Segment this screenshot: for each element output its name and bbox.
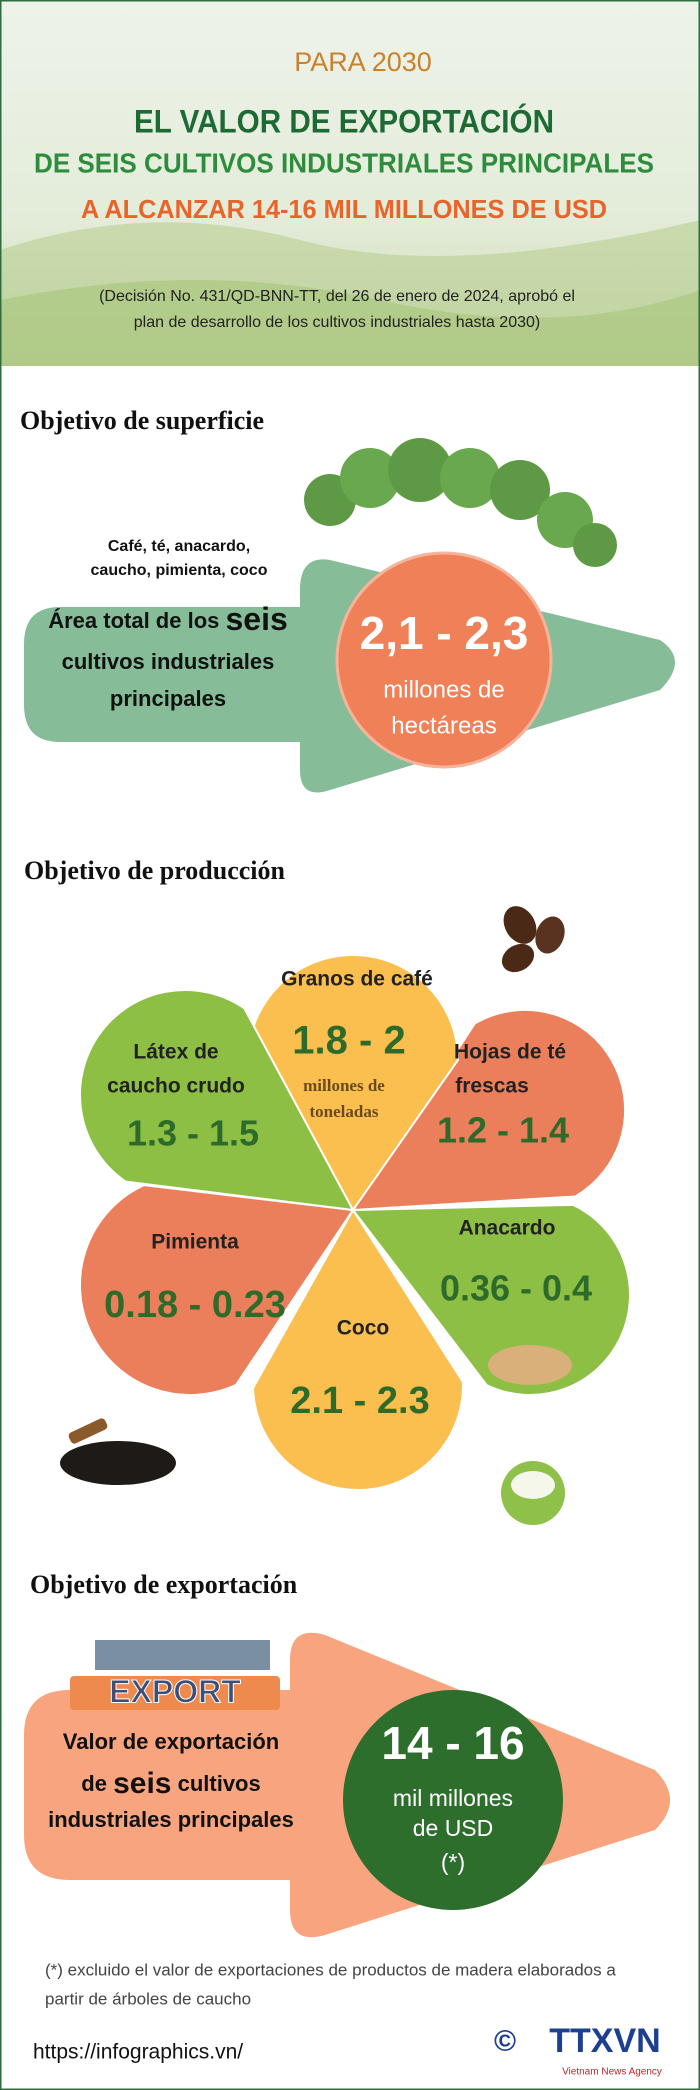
- petal: [351, 1203, 632, 1397]
- crop-value: 2.1 - 2.3: [290, 1380, 429, 1422]
- export-label: de seis cultivos: [81, 1767, 260, 1800]
- crop-name: Coco: [337, 1317, 390, 1340]
- footnote: (*) excluido el valor de exportaciones d…: [45, 1960, 616, 1979]
- bean: [503, 906, 537, 944]
- export-section: Objetivo de exportación EXPORT Valor de …: [24, 1570, 670, 1938]
- coffee-beans: [501, 906, 565, 973]
- export-label: industriales principales: [48, 1807, 294, 1832]
- export-unit: mil millones: [393, 1785, 513, 1811]
- crop-name: Hojas de té: [454, 1041, 566, 1064]
- export-badge: EXPORT: [70, 1640, 280, 1710]
- area-label: principales: [110, 686, 226, 711]
- spoon: [68, 1418, 108, 1444]
- area-value: 2,1 - 2,3: [360, 607, 529, 659]
- tree: [340, 448, 400, 508]
- pepper: [60, 1418, 176, 1485]
- tree: [573, 523, 617, 567]
- kicker: PARA 2030: [294, 47, 432, 77]
- tree: [388, 438, 452, 502]
- badge-bg: [70, 1676, 280, 1710]
- export-label-emphasis: seis: [113, 1767, 171, 1800]
- area-label-emphasis: seis: [226, 601, 288, 637]
- export-label-text: cultivos: [178, 1771, 261, 1796]
- section-title: Objetivo de exportación: [30, 1570, 298, 1599]
- area-unit: hectáreas: [391, 712, 496, 739]
- note-line: (Decisión No. 431/QD-BNN-TT, del 26 de e…: [99, 288, 575, 305]
- export-unit: de USD: [413, 1815, 494, 1841]
- note-line: plan de desarrollo de los cultivos indus…: [134, 314, 540, 331]
- footer: (*) excluido el valor de exportaciones d…: [33, 1960, 662, 2077]
- crop-name: Granos de café: [281, 968, 433, 991]
- bean: [501, 943, 535, 973]
- footnote: partir de árboles de caucho: [45, 1989, 251, 2008]
- coconut: [501, 1461, 565, 1525]
- bean: [535, 916, 565, 954]
- badge-text: EXPORT: [109, 1673, 241, 1709]
- petal: [78, 988, 355, 1212]
- crop-value: 1.8 - 2: [292, 1019, 405, 1063]
- unit: toneladas: [310, 1102, 379, 1121]
- port: [95, 1640, 270, 1670]
- export-label: Valor de exportación: [63, 1729, 279, 1754]
- area-label: Área total de los seis: [48, 601, 288, 637]
- section-title: Objetivo de superficie: [20, 406, 264, 435]
- tree: [440, 448, 500, 508]
- source-url: https://infographics.vn/: [33, 2041, 243, 2064]
- crop-value: 0.18 - 0.23: [104, 1284, 286, 1326]
- crops-line: caucho, pimienta, coco: [91, 562, 268, 579]
- value-circle: [335, 551, 553, 769]
- coconut-flesh: [511, 1471, 555, 1499]
- petal: [246, 954, 460, 1212]
- logo-name: TTXVN: [549, 2022, 660, 2060]
- crop-name: frescas: [455, 1075, 529, 1098]
- title-line: DE SEIS CULTIVOS INDUSTRIALES PRINCIPALE…: [34, 147, 654, 178]
- area-label: cultivos industriales: [62, 649, 275, 674]
- crop-name: Anacardo: [459, 1217, 556, 1240]
- petal: [252, 1208, 464, 1492]
- petal: [351, 1008, 627, 1212]
- value-circle: [343, 1690, 563, 1910]
- title-line: A ALCANZAR 14-16 MIL MILLONES DE USD: [81, 194, 607, 224]
- export-label-text: de: [81, 1771, 107, 1796]
- section-title: Objetivo de producción: [24, 856, 286, 885]
- hill: [0, 280, 700, 366]
- title-line: EL VALOR DE EXPORTACIÓN: [134, 103, 554, 139]
- area-unit: millones de: [383, 676, 504, 703]
- pepper-pile: [60, 1441, 176, 1485]
- crops-line: Café, té, anacardo,: [108, 538, 250, 555]
- logo-tagline: Vietnam News Agency: [562, 2067, 662, 2078]
- crop-value: 0.36 - 0.4: [440, 1268, 592, 1309]
- logo-symbol: ©: [494, 2025, 516, 2058]
- unit: millones de: [303, 1076, 385, 1095]
- tree: [490, 460, 550, 520]
- cashews: [488, 1345, 572, 1385]
- crop-name: caucho crudo: [107, 1075, 245, 1098]
- crop-value: 1.3 - 1.5: [127, 1113, 259, 1154]
- area-label-text: Área total de los: [48, 608, 219, 633]
- export-unit: (*): [441, 1849, 465, 1875]
- crop-name: Pimienta: [151, 1231, 239, 1254]
- export-value: 14 - 16: [381, 1717, 524, 1769]
- petal: [79, 1184, 355, 1396]
- crop-name: Látex de: [133, 1041, 218, 1064]
- trees: [304, 438, 617, 567]
- surface-section: Objetivo de superficie Café, té, anacard…: [20, 406, 675, 793]
- crop-value: 1.2 - 1.4: [437, 1110, 569, 1151]
- cashew-bowl: [488, 1345, 572, 1385]
- production-section: Objetivo de producción Granos de café 1.…: [24, 856, 632, 1525]
- flower: [78, 954, 632, 1492]
